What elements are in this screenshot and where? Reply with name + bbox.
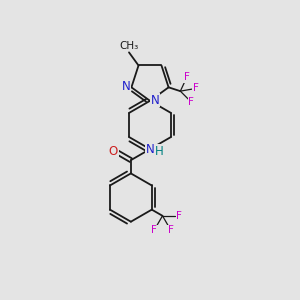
Text: F: F bbox=[151, 225, 157, 235]
Text: F: F bbox=[176, 211, 182, 221]
Text: N: N bbox=[122, 80, 130, 93]
Text: H: H bbox=[155, 145, 164, 158]
Text: F: F bbox=[168, 225, 174, 235]
Text: F: F bbox=[188, 97, 194, 107]
Text: CH₃: CH₃ bbox=[119, 41, 139, 51]
Text: N: N bbox=[146, 143, 154, 156]
Text: O: O bbox=[109, 145, 118, 158]
Text: N: N bbox=[151, 94, 160, 107]
Text: F: F bbox=[193, 83, 199, 93]
Text: F: F bbox=[184, 72, 190, 82]
